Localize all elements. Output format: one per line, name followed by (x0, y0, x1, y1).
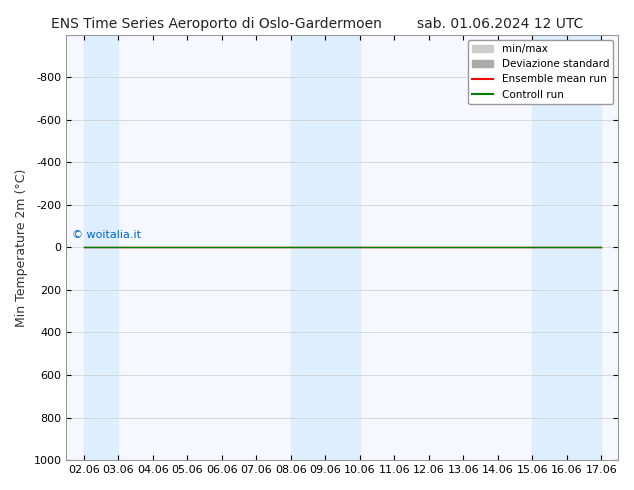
Y-axis label: Min Temperature 2m (°C): Min Temperature 2m (°C) (15, 168, 28, 326)
Bar (532, 35, 601, 460)
Bar (291, 35, 359, 460)
Text: sab. 01.06.2024 12 UTC: sab. 01.06.2024 12 UTC (417, 17, 583, 31)
Text: ENS Time Series Aeroporto di Oslo-Gardermoen: ENS Time Series Aeroporto di Oslo-Garder… (51, 17, 382, 31)
Text: © woitalia.it: © woitalia.it (72, 230, 141, 240)
Bar (84, 35, 118, 460)
Legend: min/max, Deviazione standard, Ensemble mean run, Controll run: min/max, Deviazione standard, Ensemble m… (469, 40, 613, 104)
